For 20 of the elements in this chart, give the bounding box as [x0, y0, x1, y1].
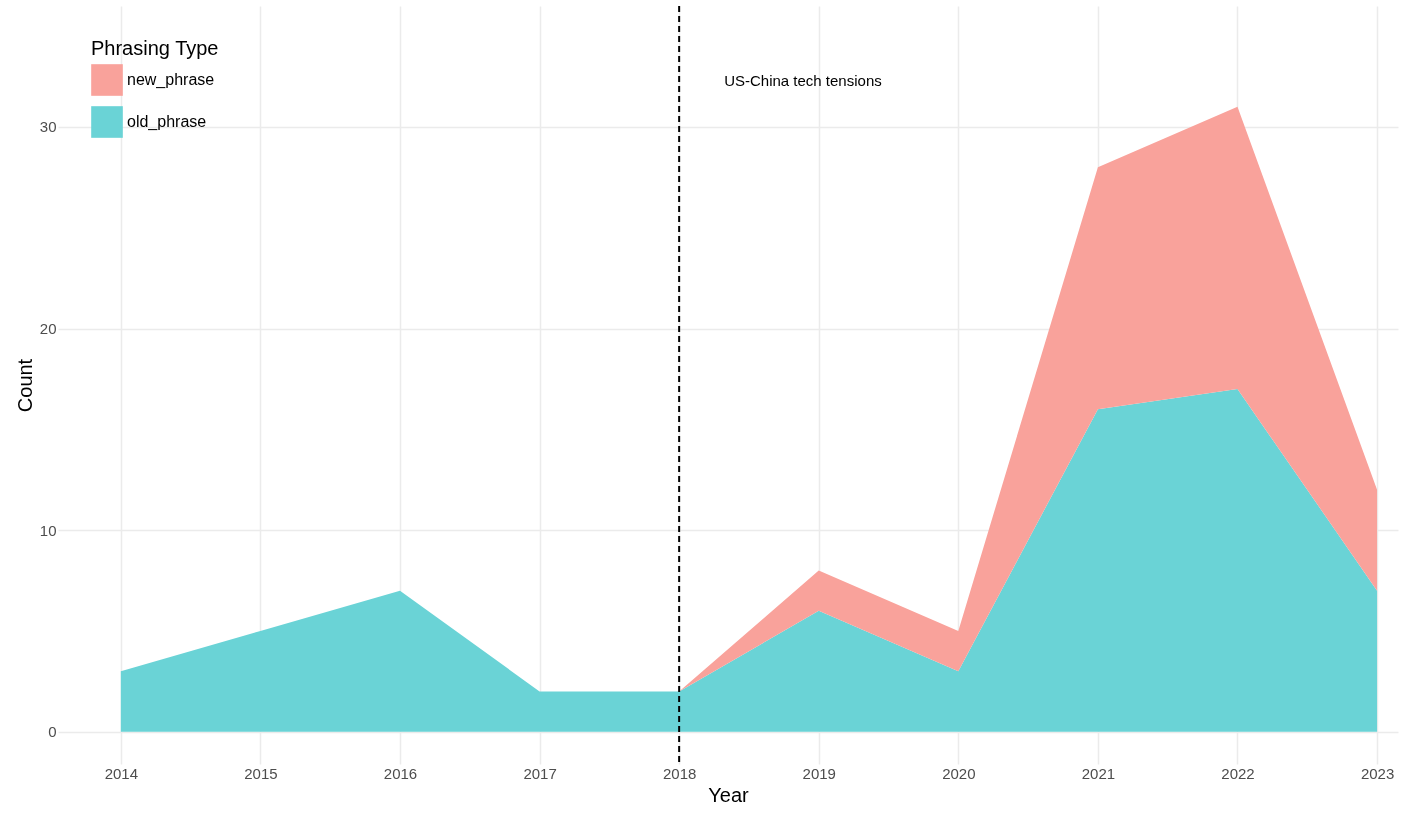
x-tick-label: 2016	[383, 764, 418, 782]
y-tick-label: 30	[39, 118, 57, 136]
x-axis-title: Year	[708, 783, 750, 806]
y-tick-label: 0	[48, 723, 57, 741]
y-tick-label: 10	[39, 521, 57, 539]
x-tick-label: 2022	[1221, 764, 1255, 782]
x-tick-label: 2018	[662, 764, 697, 782]
legend-label: old_phrase	[127, 113, 207, 131]
x-tick-label: 2015	[244, 764, 278, 782]
legend-label: new_phrase	[127, 71, 215, 89]
ref-line-label: US-China tech tensions	[724, 72, 882, 89]
x-tick-label: 2020	[942, 764, 976, 782]
x-tick-label: 2017	[523, 764, 557, 782]
y-tick-label: 20	[39, 320, 57, 338]
x-tick-label: 2021	[1081, 764, 1116, 782]
y-axis-title: Count	[13, 358, 36, 413]
legend-title: Phrasing Type	[91, 37, 219, 59]
x-tick-label: 2023	[1360, 764, 1395, 782]
x-tick-label: 2019	[802, 764, 836, 782]
x-tick-label: 2014	[104, 764, 138, 782]
